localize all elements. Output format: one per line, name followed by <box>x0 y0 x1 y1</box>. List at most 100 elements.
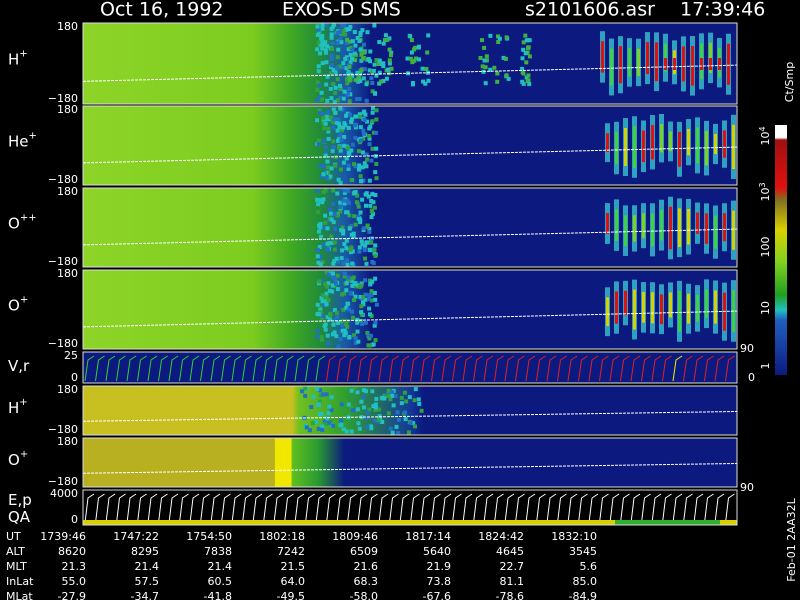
sawtooth <box>399 355 410 382</box>
stripe <box>651 292 654 324</box>
speckle <box>363 243 368 248</box>
speckle <box>350 283 355 288</box>
speckle <box>343 330 348 335</box>
speckle <box>315 87 320 92</box>
blob <box>520 70 525 75</box>
blob <box>389 50 394 55</box>
blob <box>381 61 386 66</box>
speckle <box>356 421 361 426</box>
label-charge: + <box>19 48 27 59</box>
sawtooth <box>137 355 147 382</box>
speckle <box>370 89 375 94</box>
speckle <box>358 174 363 179</box>
sawtooth <box>494 493 504 524</box>
blob <box>386 67 390 72</box>
blob <box>524 38 529 43</box>
speckle <box>335 213 340 218</box>
speckle <box>316 69 321 74</box>
sawtooth <box>147 493 158 524</box>
speckle <box>361 294 366 299</box>
speckle <box>320 39 325 44</box>
blob <box>409 38 414 43</box>
stripe <box>705 213 708 244</box>
speckle <box>369 289 374 294</box>
speckle <box>346 200 351 205</box>
speckle <box>331 68 336 73</box>
speckle <box>333 85 338 90</box>
sawtooth <box>462 355 473 382</box>
speckle <box>358 114 363 119</box>
date: Oct 16, 1992 <box>100 0 224 21</box>
blob <box>358 79 363 83</box>
sawtooth <box>420 493 431 524</box>
row-value: 1832:10 <box>551 530 597 543</box>
speckle <box>342 135 347 139</box>
speckle <box>367 297 371 301</box>
speckle <box>336 177 341 182</box>
sawtooth <box>494 355 504 382</box>
speckle <box>369 215 374 219</box>
speckle <box>372 418 377 423</box>
row-value: 22.7 <box>500 560 525 573</box>
speckle <box>335 315 340 320</box>
speckle <box>399 401 404 406</box>
speckle <box>419 408 424 413</box>
speckle <box>335 77 340 82</box>
stripe <box>637 48 640 77</box>
stripe <box>682 58 685 70</box>
speckle <box>367 306 372 311</box>
speckle <box>366 194 371 199</box>
speckle <box>359 58 364 63</box>
speckle <box>353 164 358 169</box>
sawtooth <box>389 355 399 382</box>
speckle <box>322 419 327 424</box>
speckle <box>338 86 343 91</box>
speckle <box>368 49 373 54</box>
speckle <box>317 279 322 284</box>
y-tick-label: 180 <box>57 103 78 116</box>
stripe <box>655 58 658 70</box>
speckle <box>359 281 364 286</box>
plots: H+180−180He+180−180O++180−180O+180−180V,… <box>8 20 738 526</box>
speckle <box>324 151 329 156</box>
label-text: H <box>8 399 19 417</box>
blob <box>357 39 362 43</box>
speckle <box>352 51 357 56</box>
speckle <box>364 203 368 208</box>
blob <box>347 75 352 80</box>
speckle <box>369 76 374 81</box>
speckle <box>338 209 343 214</box>
row-value: 1817:14 <box>405 530 451 543</box>
speckle <box>328 317 332 322</box>
speckle <box>357 245 362 250</box>
speckle <box>368 312 372 317</box>
speckle <box>357 249 362 254</box>
colorbar-label: 103 <box>758 182 773 201</box>
speckle <box>321 117 326 122</box>
speckle <box>369 209 374 214</box>
sawtooth <box>588 493 599 524</box>
speckle <box>326 281 331 286</box>
row-value: 7838 <box>204 545 232 558</box>
speckle <box>366 334 371 339</box>
sawtooth <box>357 493 368 524</box>
speckle <box>352 30 357 34</box>
sawtooth <box>399 493 410 524</box>
stripe <box>678 208 681 248</box>
speckle <box>316 403 320 407</box>
stripe <box>723 130 726 158</box>
speckle <box>320 200 325 205</box>
speckle <box>340 32 345 37</box>
blob <box>377 58 382 63</box>
speckle <box>332 99 337 104</box>
speckle <box>317 399 322 404</box>
speckle <box>343 123 348 128</box>
speckle <box>357 112 362 117</box>
speckle <box>332 23 336 27</box>
blob <box>521 47 526 52</box>
speckle <box>407 395 412 400</box>
blob <box>478 56 483 60</box>
blob <box>379 79 384 84</box>
row-label: UT <box>6 530 21 543</box>
speckle <box>316 40 321 45</box>
